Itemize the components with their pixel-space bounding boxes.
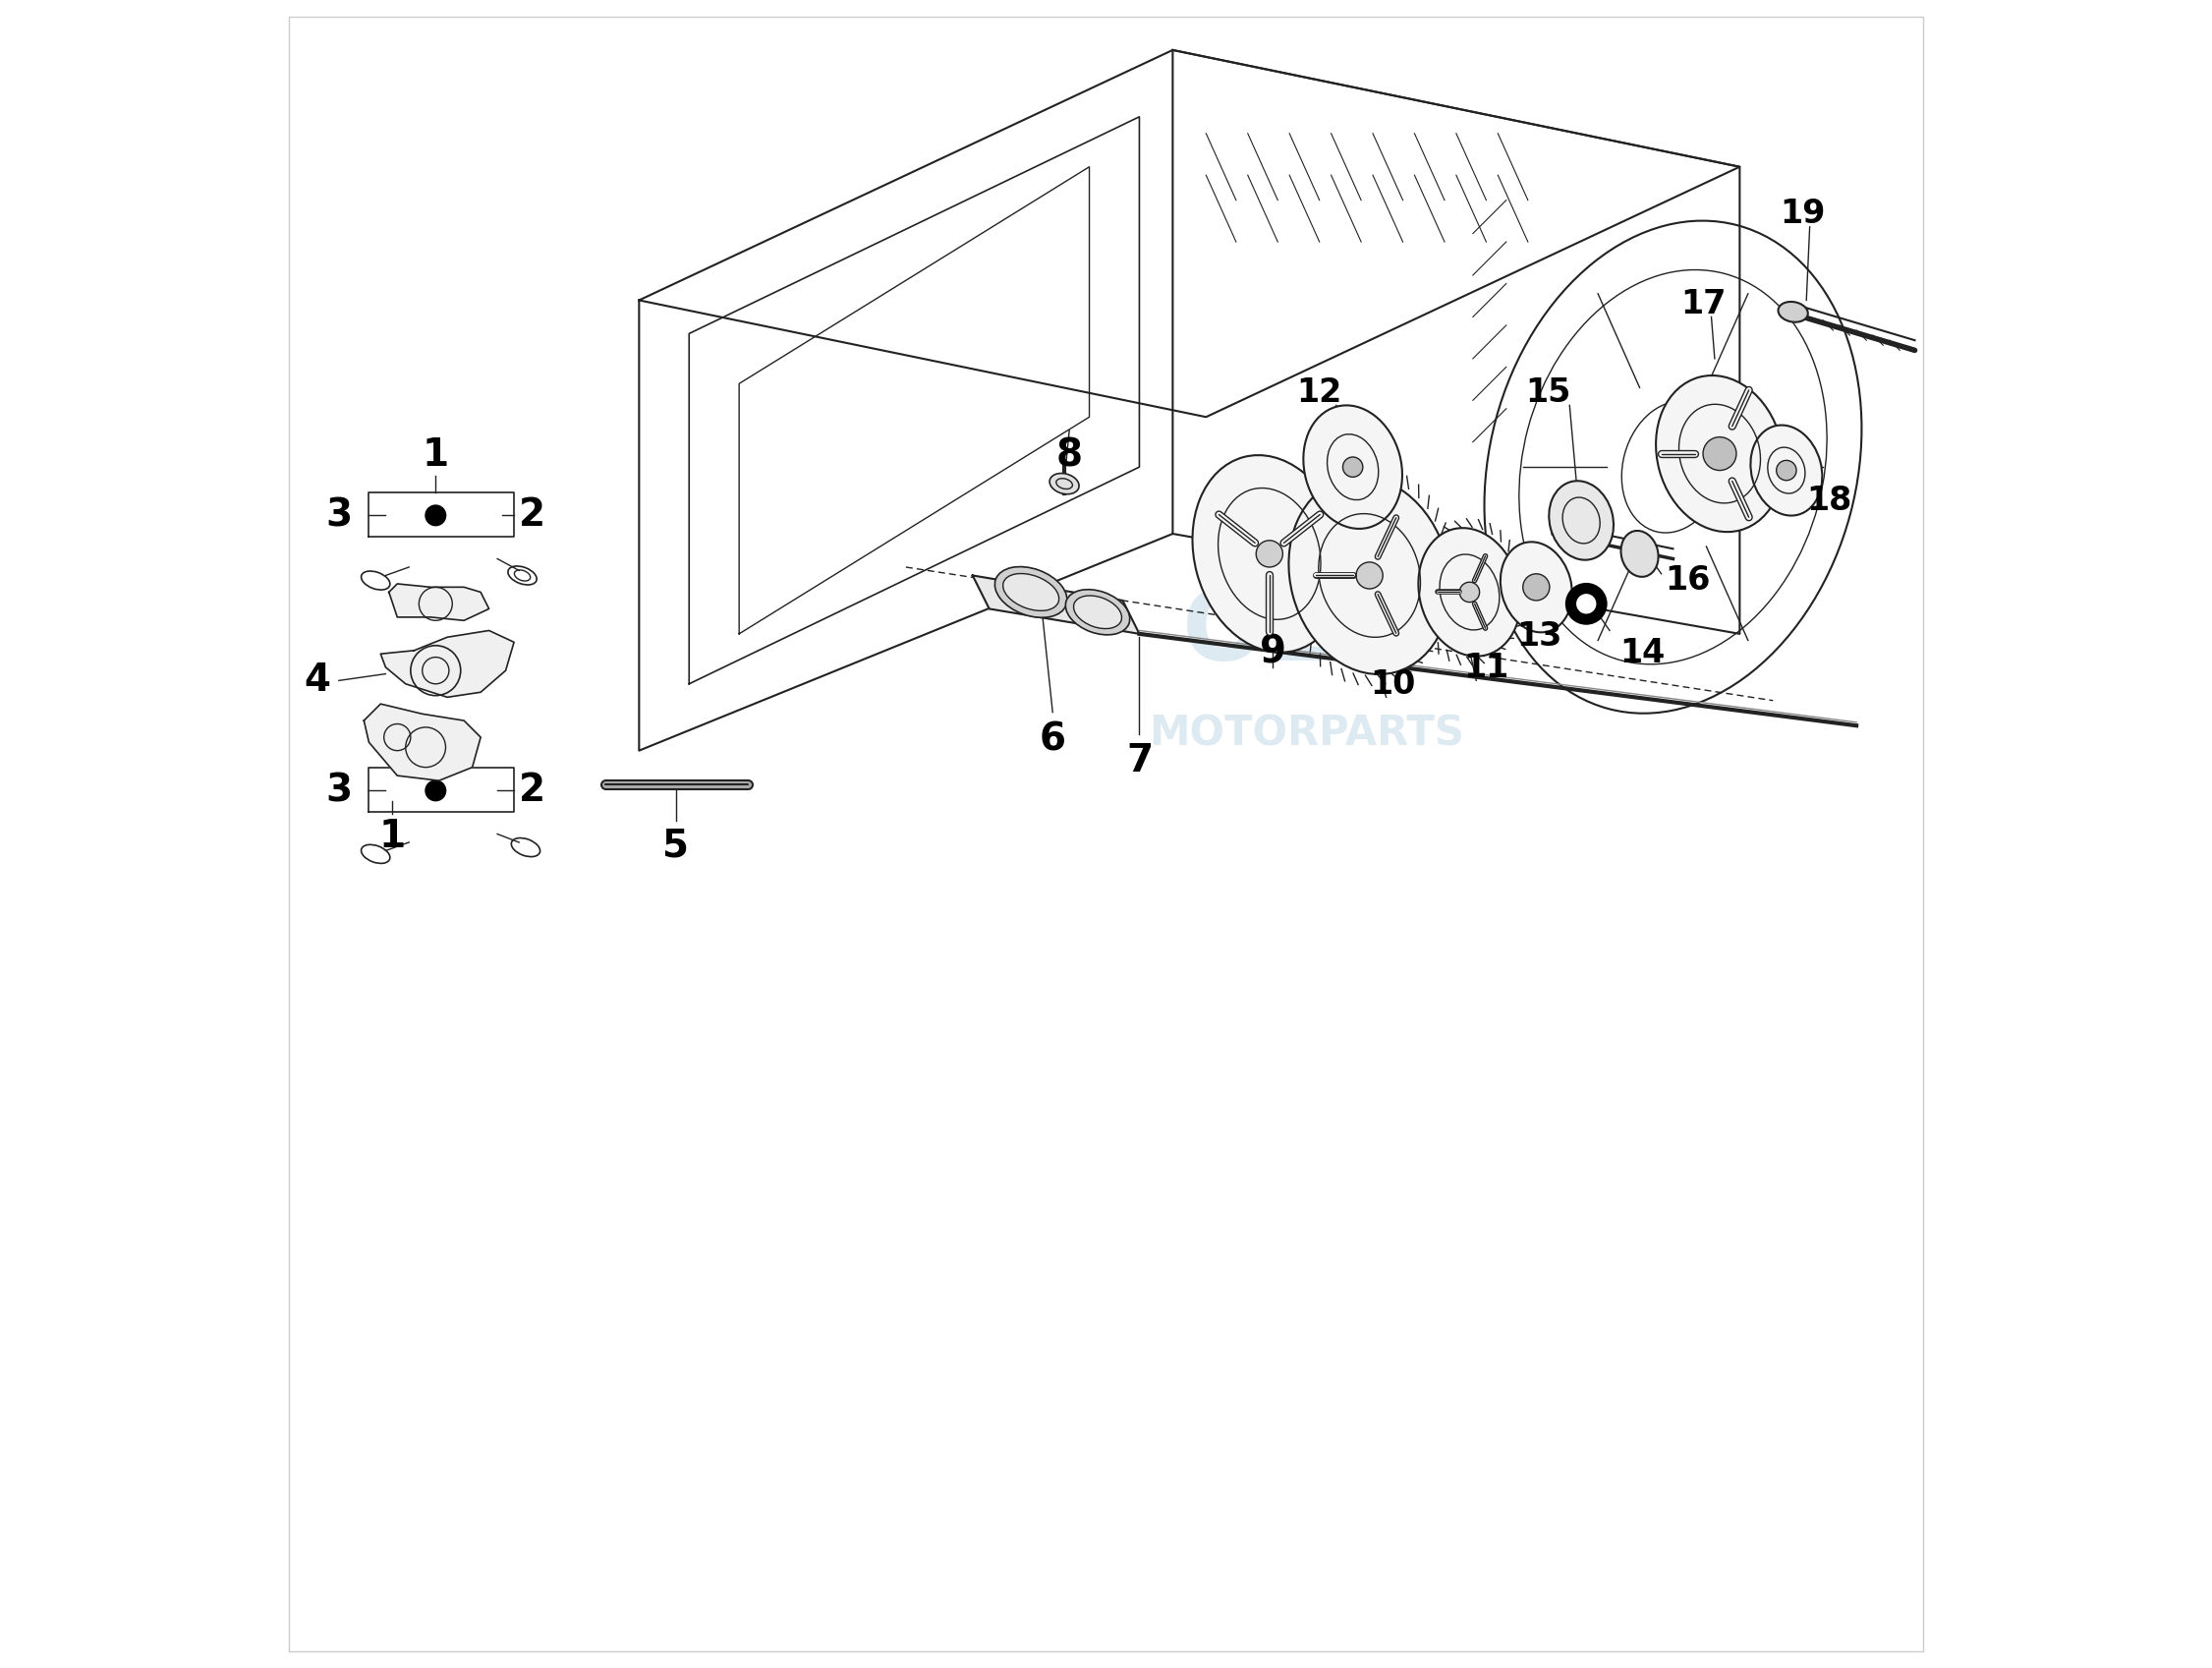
Circle shape xyxy=(425,505,445,525)
Text: 17: 17 xyxy=(1681,289,1725,320)
Polygon shape xyxy=(389,584,489,620)
Text: 2: 2 xyxy=(520,497,546,534)
Circle shape xyxy=(1577,594,1597,614)
Ellipse shape xyxy=(1002,574,1060,610)
Text: 12: 12 xyxy=(1296,377,1343,409)
Text: 14: 14 xyxy=(1619,637,1666,669)
Ellipse shape xyxy=(1048,474,1079,494)
Polygon shape xyxy=(365,704,480,781)
Ellipse shape xyxy=(1066,589,1130,636)
Circle shape xyxy=(1460,582,1480,602)
Text: 3: 3 xyxy=(325,772,352,809)
Polygon shape xyxy=(380,631,513,697)
Circle shape xyxy=(1776,460,1796,480)
Text: 4: 4 xyxy=(303,662,330,699)
Circle shape xyxy=(1522,574,1551,600)
Text: OEM: OEM xyxy=(1181,585,1431,682)
Circle shape xyxy=(1703,437,1736,470)
Text: 1: 1 xyxy=(378,817,405,854)
Ellipse shape xyxy=(995,567,1066,617)
Ellipse shape xyxy=(1657,375,1783,532)
Ellipse shape xyxy=(1750,425,1823,515)
Text: 16: 16 xyxy=(1666,564,1710,597)
Text: 15: 15 xyxy=(1524,377,1571,409)
Polygon shape xyxy=(973,575,1139,634)
Ellipse shape xyxy=(1303,405,1402,529)
Text: 10: 10 xyxy=(1369,669,1416,701)
Ellipse shape xyxy=(1418,529,1520,656)
Text: 6: 6 xyxy=(1040,721,1066,757)
Ellipse shape xyxy=(1778,302,1807,322)
Ellipse shape xyxy=(1290,477,1451,674)
Text: 5: 5 xyxy=(661,827,688,864)
Text: 9: 9 xyxy=(1259,634,1285,671)
Text: 2: 2 xyxy=(520,772,546,809)
Text: 7: 7 xyxy=(1126,742,1152,779)
Ellipse shape xyxy=(1192,455,1347,652)
Circle shape xyxy=(1356,562,1382,589)
Text: 18: 18 xyxy=(1807,484,1851,517)
Ellipse shape xyxy=(1073,595,1121,629)
Ellipse shape xyxy=(1500,542,1573,632)
Text: 3: 3 xyxy=(325,497,352,534)
Circle shape xyxy=(1566,584,1606,624)
Text: 1: 1 xyxy=(422,437,449,474)
Text: 11: 11 xyxy=(1464,652,1509,684)
Circle shape xyxy=(1343,457,1363,477)
Ellipse shape xyxy=(1621,530,1659,577)
Circle shape xyxy=(425,781,445,801)
Ellipse shape xyxy=(1548,480,1613,560)
Circle shape xyxy=(1256,540,1283,567)
Text: 19: 19 xyxy=(1781,198,1825,230)
Text: MOTORPARTS: MOTORPARTS xyxy=(1148,714,1464,754)
Text: 8: 8 xyxy=(1055,437,1082,474)
Text: 13: 13 xyxy=(1517,620,1562,652)
